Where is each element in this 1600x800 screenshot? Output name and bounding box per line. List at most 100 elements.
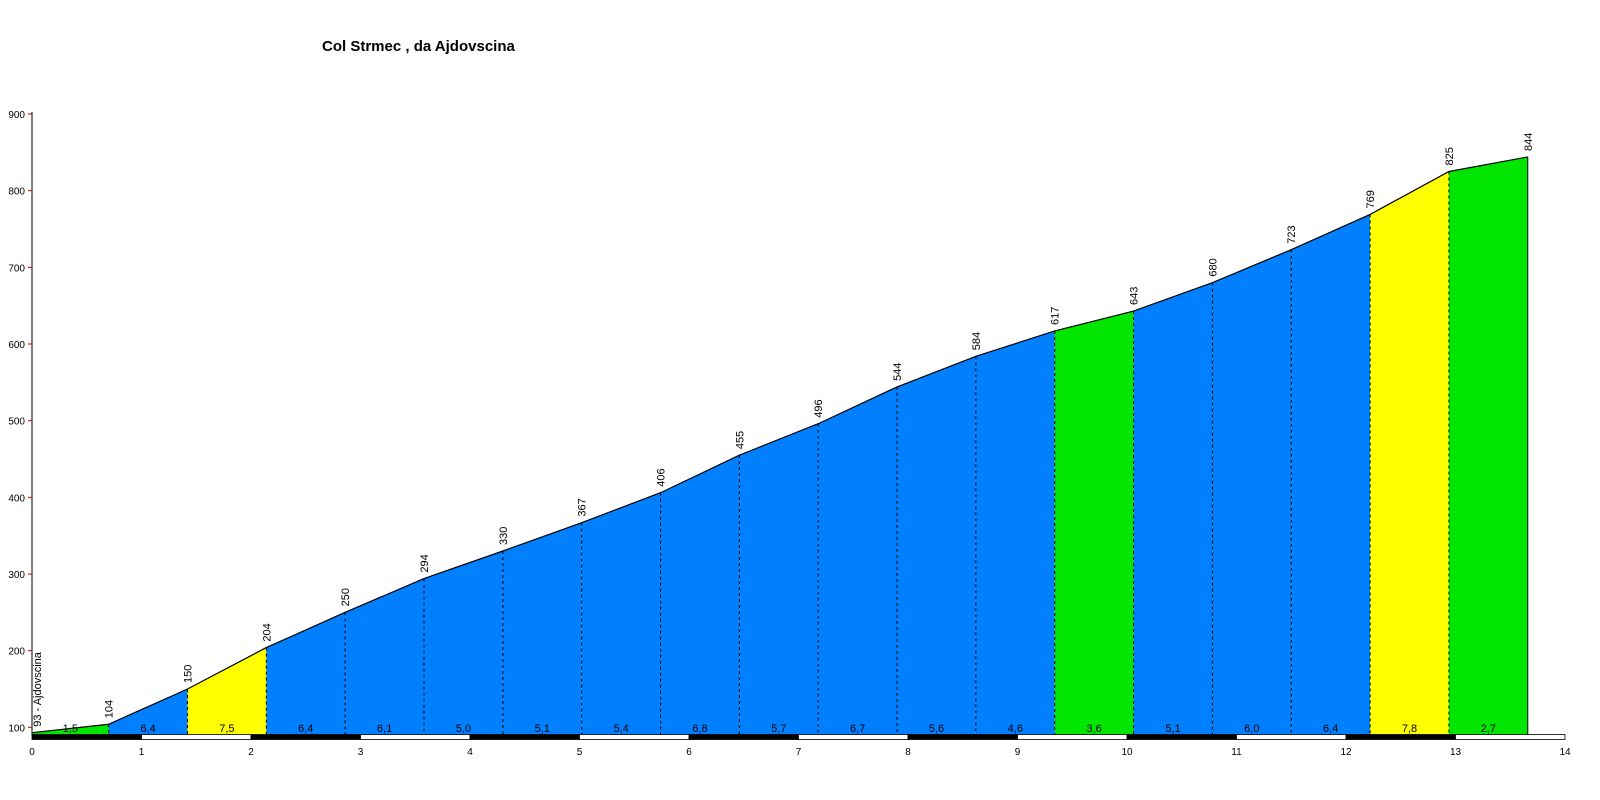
gradient-label: 6,7	[850, 723, 865, 735]
segment-area	[345, 578, 425, 737]
y-tick-label: 800	[8, 187, 25, 198]
x-tick-label: 12	[1340, 747, 1352, 758]
segments-layer	[32, 156, 1529, 737]
gradient-label: 5,0	[456, 723, 471, 735]
segment-area	[32, 724, 109, 737]
gradient-label: 6,4	[298, 723, 313, 735]
y-tick-label: 200	[8, 647, 25, 658]
elevation-label: 844	[1523, 133, 1535, 151]
elevation-label: 584	[971, 332, 983, 350]
y-tick-label: 600	[8, 340, 25, 351]
x-tick-label: 4	[467, 747, 473, 758]
x-tick-label: 14	[1559, 747, 1571, 758]
segment-area	[1054, 311, 1134, 737]
elevation-label: 104	[104, 700, 116, 718]
y-tick-label: 900	[8, 110, 25, 121]
gradient-label: 6,4	[1323, 723, 1338, 735]
x-tick-label: 2	[248, 747, 254, 758]
segment-area	[975, 330, 1055, 737]
distance-bar-block	[141, 734, 252, 740]
segment-area	[108, 689, 188, 737]
x-tick-label: 3	[358, 747, 364, 758]
segment-area	[266, 612, 346, 737]
elevation-label: 406	[656, 468, 668, 486]
y-tick-label: 300	[8, 570, 25, 581]
y-tick-label: 100	[8, 723, 25, 734]
x-tick-label: 5	[577, 747, 583, 758]
x-tick-label: 8	[905, 747, 911, 758]
segment-area	[1370, 171, 1449, 737]
elevation-label: 204	[261, 623, 273, 641]
segment-area	[502, 522, 582, 737]
x-tick-label: 6	[686, 747, 692, 758]
gradient-label: 6,1	[377, 723, 392, 735]
y-tick-label: 700	[8, 263, 25, 274]
elevation-label: 455	[734, 431, 746, 449]
gradient-label: 6,8	[692, 723, 707, 735]
distance-bar-block	[907, 734, 1018, 740]
segment-area	[739, 423, 819, 737]
elevation-label: 496	[813, 399, 825, 417]
start-location-label: 93 - Ajdovscina	[32, 651, 44, 726]
gradient-label: 1,5	[63, 723, 78, 735]
distance-bar-block	[1126, 734, 1237, 740]
gradient-label: 2,7	[1481, 723, 1496, 735]
elevation-label: 769	[1365, 190, 1377, 208]
labels-layer: 1,5 6,4 7,5 6,4 6,1 5,0 5,1 5,4 6,8 5,7 6,7 5,6 4,6 3…	[32, 133, 1535, 735]
x-tick-label: 11	[1231, 747, 1242, 758]
segment-area	[1448, 156, 1528, 737]
elevation-label: 330	[498, 527, 510, 545]
distance-bar-block	[31, 734, 142, 740]
gradient-label: 7,5	[219, 723, 234, 735]
y-tick-label: 500	[8, 417, 25, 428]
x-tick-label: 13	[1450, 747, 1462, 758]
gradient-label: 6,0	[1244, 723, 1259, 735]
segment-area	[581, 492, 661, 737]
elevation-label: 723	[1286, 225, 1298, 243]
segment-area	[1291, 214, 1371, 737]
profile-layer	[31, 156, 1528, 734]
distance-bar-block	[250, 734, 361, 740]
elevation-label: 617	[1050, 307, 1062, 325]
elevation-label: 150	[182, 665, 194, 683]
x-tick-label: 7	[796, 747, 802, 758]
segment-area	[424, 551, 503, 737]
chart-title: Col Strmec , da Ajdovscina	[322, 38, 515, 55]
elevation-label: 825	[1444, 147, 1456, 165]
elevation-label: 294	[419, 554, 431, 572]
elevation-label: 643	[1129, 287, 1141, 305]
gradient-label: 7,8	[1402, 723, 1417, 735]
y-tick-label: 400	[8, 493, 25, 504]
gradient-label: 5,1	[535, 723, 550, 735]
gradient-label: 5,1	[1165, 723, 1180, 735]
x-tick-label: 0	[29, 747, 35, 758]
segment-area	[1133, 282, 1213, 737]
segment-area	[660, 455, 740, 737]
distance-bar-block	[688, 734, 799, 740]
x-tick-label: 1	[139, 747, 145, 758]
elevation-label: 544	[892, 363, 904, 381]
distance-bar-block	[360, 734, 471, 740]
gradient-label: 5,7	[771, 723, 786, 735]
segment-area	[187, 647, 267, 737]
x-tick-label: 10	[1121, 747, 1133, 758]
distance-bar-block	[1236, 734, 1347, 740]
segment-area	[897, 356, 976, 737]
segment-area	[818, 386, 898, 737]
gradient-label: 5,4	[613, 723, 628, 735]
elevation-label: 250	[340, 588, 352, 606]
profile-line	[31, 156, 1528, 734]
segment-area	[1212, 249, 1292, 737]
distance-bar-block	[798, 734, 909, 740]
distance-bar-block	[469, 734, 580, 740]
gradient-label: 6,4	[140, 723, 155, 735]
distance-bar-block	[1345, 734, 1456, 740]
distance-bar-block	[1017, 734, 1128, 740]
elevation-label: 680	[1207, 258, 1219, 276]
gradient-label: 3,6	[1087, 723, 1102, 735]
distance-bar-block	[1455, 734, 1566, 740]
gradient-label: 5,6	[929, 723, 944, 735]
distance-bar-block	[579, 734, 690, 740]
